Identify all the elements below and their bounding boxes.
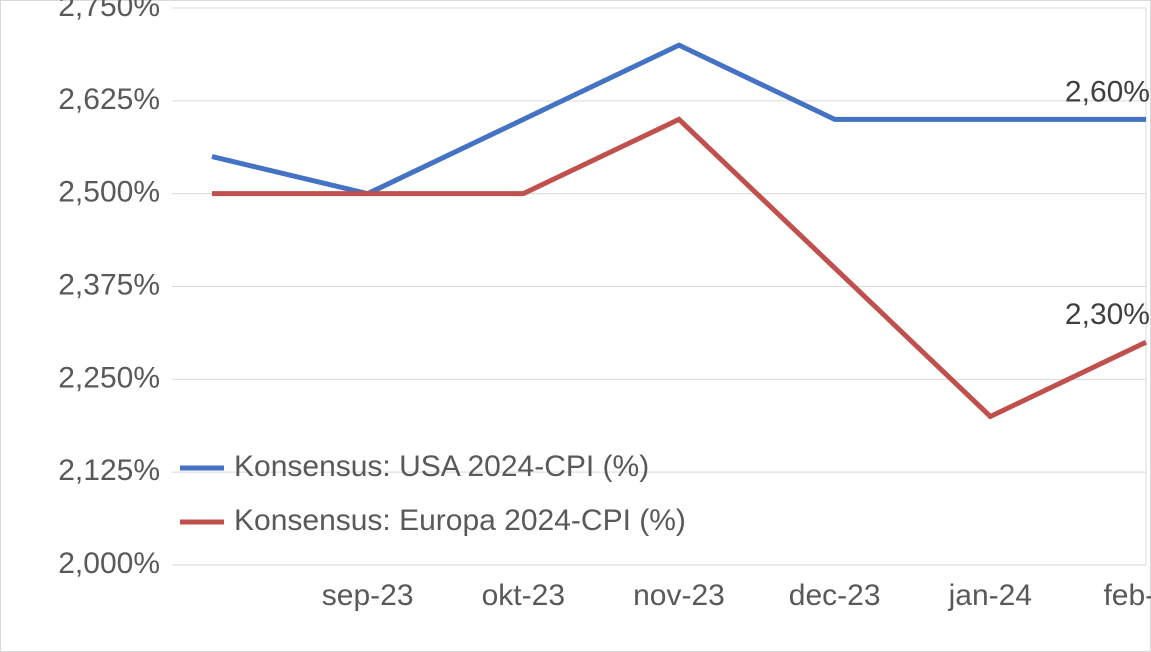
x-tick-label: feb-24: [1103, 579, 1151, 612]
x-tick-label: jan-24: [948, 579, 1032, 612]
y-tick-label: 2,500%: [58, 176, 160, 209]
x-tick-label: okt-23: [482, 579, 565, 612]
y-tick-label: 2,000%: [58, 547, 160, 580]
cpi-consensus-line-chart: 2,000% 2,125% 2,250% 2,375% 2,500% 2,625% 2,75…: [0, 0, 1151, 652]
chart-svg: 2,000% 2,125% 2,250% 2,375% 2,500% 2,625% 2,75…: [0, 0, 1151, 652]
y-tick-label: 2,750%: [58, 0, 160, 23]
x-tick-label: dec-23: [789, 579, 881, 612]
y-tick-label: 2,125%: [58, 454, 160, 487]
y-tick-label: 2,625%: [58, 83, 160, 116]
x-tick-label: nov-23: [633, 579, 725, 612]
series-end-label-0: 2,60%: [1065, 75, 1150, 108]
legend-label-0: Konsensus: USA 2024-CPI (%): [234, 450, 649, 483]
legend-label-1: Konsensus: Europa 2024-CPI (%): [234, 504, 686, 537]
series-end-label-1: 2,30%: [1065, 298, 1150, 331]
y-tick-label: 2,250%: [58, 361, 160, 394]
y-tick-label: 2,375%: [58, 268, 160, 301]
x-tick-label: sep-23: [322, 579, 414, 612]
